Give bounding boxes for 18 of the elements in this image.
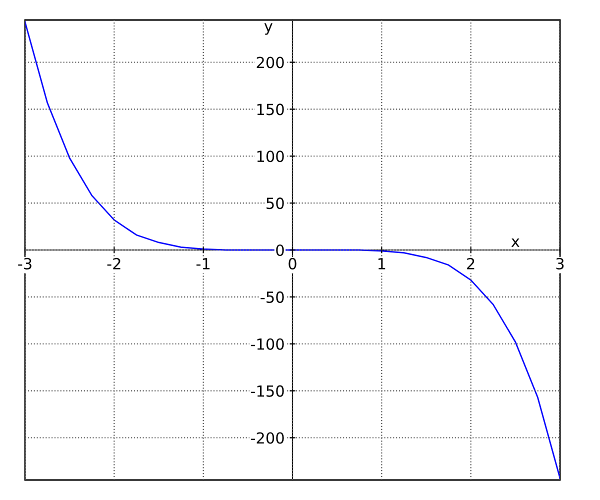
- y-tick-label: 50: [266, 198, 284, 210]
- x-axis-title: x: [511, 238, 520, 247]
- y-tick-label: 0: [276, 244, 284, 256]
- x-tick-label: -2: [107, 258, 120, 270]
- y-tick-label: -100: [250, 338, 284, 350]
- y-tick-label: -200: [250, 432, 284, 444]
- x-tick-label: 1: [378, 258, 386, 270]
- y-axis-title: y: [264, 23, 272, 35]
- x-tick-label: -3: [18, 258, 32, 270]
- x-tick-label: 0: [288, 258, 296, 270]
- y-tick-label: 200: [256, 56, 284, 68]
- x-tick-label: 3: [556, 258, 564, 270]
- x-tick-label: 2: [467, 258, 474, 270]
- y-tick-label: -50: [260, 291, 284, 303]
- x-tick-label: -1: [196, 258, 210, 270]
- y-tick-label: 100: [257, 150, 284, 162]
- y-tick-label: -150: [250, 385, 284, 397]
- y-tick-label: 150: [257, 104, 284, 116]
